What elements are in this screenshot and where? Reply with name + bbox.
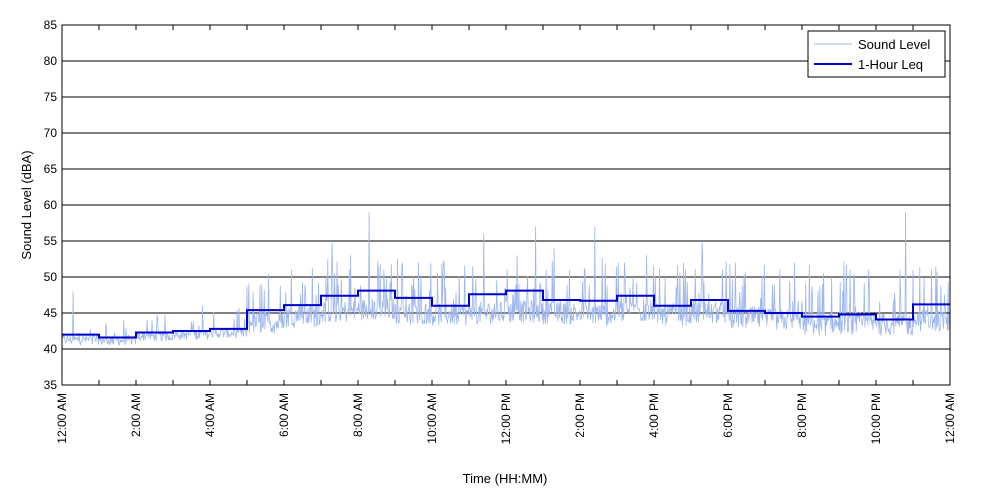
grid-lines (62, 60, 950, 350)
y-axis-title: Sound Level (dBA) (19, 150, 34, 259)
leq-step-line (62, 289, 950, 339)
x-tick-label: 2:00 AM (129, 393, 143, 437)
x-tick-label: 2:00 PM (573, 393, 587, 438)
legend-label-leq: 1-Hour Leq (858, 57, 923, 72)
x-tick-label: 10:00 PM (869, 393, 883, 444)
x-tick-label: 10:00 AM (425, 393, 439, 444)
y-tick-label: 55 (44, 234, 58, 248)
y-tick-label: 70 (44, 126, 58, 140)
x-tick-label: 8:00 PM (795, 393, 809, 438)
x-tick-label: 12:00 AM (55, 393, 69, 444)
leq-series (62, 289, 950, 339)
y-tick-label: 85 (44, 18, 58, 32)
legend: Sound Level 1-Hour Leq (807, 30, 946, 78)
y-tick-label: 60 (44, 198, 58, 212)
y-tick-label: 35 (44, 378, 58, 392)
x-tick-label: 4:00 PM (647, 393, 661, 438)
x-tick-label: 8:00 AM (351, 393, 365, 437)
x-tick-label: 6:00 AM (277, 393, 291, 437)
y-tick-label: 45 (44, 306, 58, 320)
sound-level-line (61, 212, 951, 347)
legend-box (807, 30, 946, 78)
x-tick-label: 4:00 AM (203, 393, 217, 437)
x-tick-label: 12:00 PM (499, 393, 513, 444)
y-tick-label: 50 (44, 270, 58, 284)
x-tick-label: 12:00 AM (943, 393, 957, 444)
y-tick-label: 65 (44, 162, 58, 176)
sound-level-series (61, 212, 951, 347)
x-tick-label: 6:00 PM (721, 393, 735, 438)
y-tick-label: 75 (44, 90, 58, 104)
y-tick-label: 40 (44, 342, 58, 356)
y-tick-label: 80 (44, 54, 58, 68)
y-axis: 35 40 45 50 55 60 65 70 75 80 85 (44, 18, 950, 392)
x-axis-title: Time (HH:MM) (463, 471, 548, 486)
x-axis: 12:00 AM 2:00 AM 4:00 AM 6:00 AM 8:00 AM 10:0… (55, 25, 957, 444)
legend-label-sound-level: Sound Level (858, 37, 930, 52)
